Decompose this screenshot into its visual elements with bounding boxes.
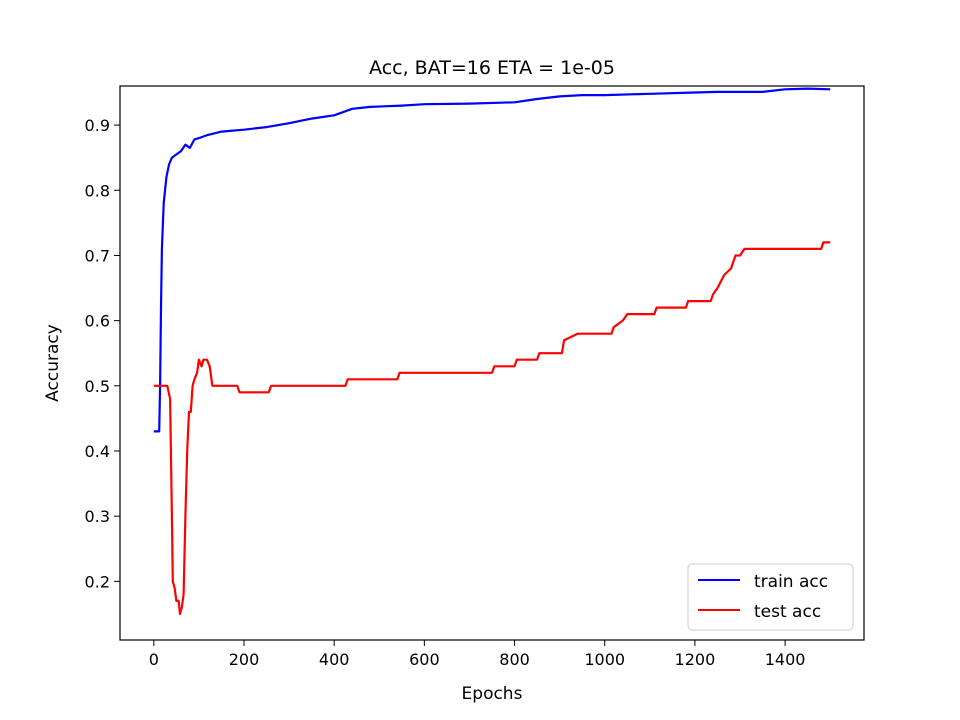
x-axis-label: Epochs <box>462 684 523 704</box>
y-axis-ticks: 0.2 0.3 0.4 0.5 0.6 0.7 0.8 0.9 <box>85 116 120 591</box>
y-tick-label: 0.2 <box>85 572 110 591</box>
y-tick-label: 0.4 <box>85 442 110 461</box>
plot-area <box>120 86 864 640</box>
legend-label-test-acc: test acc <box>754 602 821 622</box>
y-tick-label: 0.6 <box>85 312 110 331</box>
y-tick-label: 0.5 <box>85 377 110 396</box>
x-tick-label: 400 <box>319 650 350 669</box>
x-tick-label: 200 <box>229 650 260 669</box>
x-tick-label: 1400 <box>765 650 806 669</box>
y-tick-label: 0.7 <box>85 246 110 265</box>
x-tick-label: 1000 <box>584 650 625 669</box>
chart-title: Acc, BAT=16 ETA = 1e-05 <box>369 57 615 79</box>
plot-frame <box>119 85 865 641</box>
series-layer <box>153 87 831 616</box>
legend: train acc test acc <box>687 563 854 631</box>
x-tick-label: 800 <box>499 650 530 669</box>
x-tick-label: 0 <box>149 650 159 669</box>
y-tick-label: 0.3 <box>85 507 110 526</box>
series-line-train-acc <box>153 87 831 433</box>
x-tick-label: 600 <box>409 650 440 669</box>
legend-label-train-acc: train acc <box>754 572 828 592</box>
x-tick-label: 1200 <box>675 650 716 669</box>
y-tick-label: 0.9 <box>85 116 110 135</box>
y-tick-label: 0.8 <box>85 181 110 200</box>
series-line-test-acc <box>153 241 831 616</box>
x-axis-ticks: 0 200 400 600 800 1000 1200 1400 <box>149 640 806 669</box>
y-axis-label: Accuracy <box>43 324 63 402</box>
